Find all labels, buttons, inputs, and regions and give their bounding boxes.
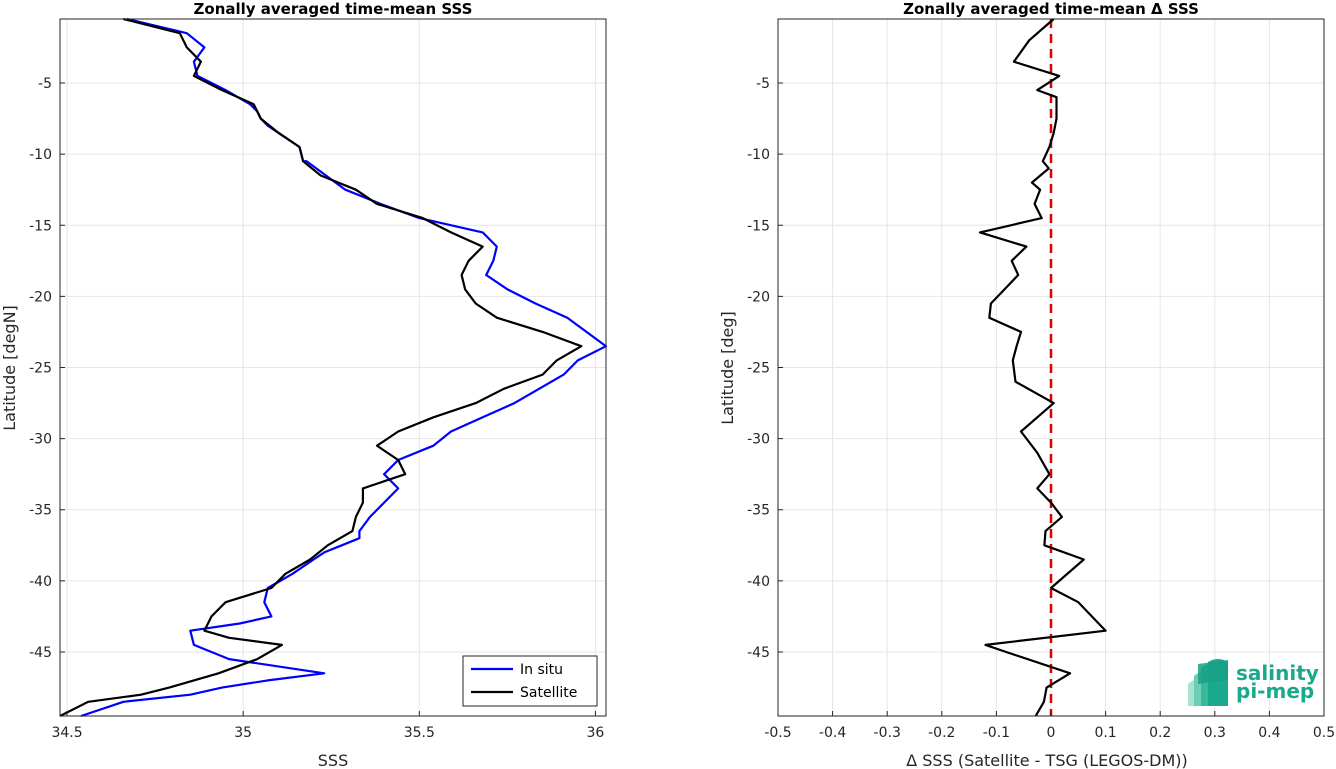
delta-sss-x-tick-label: 0.1 bbox=[1094, 725, 1116, 741]
delta-sss-x-tick-label: -0.2 bbox=[928, 725, 955, 741]
legend-in-situ-label: In situ bbox=[520, 662, 563, 678]
sss-y-tick-label: -35 bbox=[29, 503, 52, 519]
delta-sss-x-tick-label: -0.5 bbox=[764, 725, 791, 741]
delta-sss-y-axis-label: Latitude [deg] bbox=[718, 311, 737, 425]
delta-sss-y-tick-label: -30 bbox=[747, 432, 770, 448]
sss-panel: 34.5 35 35.5 36 -5-10-15-20-25-30-35-40-45 … bbox=[0, 0, 608, 769]
sss-y-tick-label: -30 bbox=[29, 432, 52, 448]
salinity-pi-mep-logo: salinity pi-mep bbox=[1188, 659, 1319, 706]
sss-y-tick-label: -20 bbox=[29, 289, 52, 305]
sss-y-tick-label: -25 bbox=[29, 361, 52, 377]
sss-legend[interactable]: In situ Satellite bbox=[462, 655, 598, 707]
delta-sss-y-tick-label: -15 bbox=[747, 218, 770, 234]
delta-sss-x-tick-label: 0.3 bbox=[1204, 725, 1226, 741]
delta-sss-x-tick-label: 0 bbox=[1047, 725, 1056, 741]
delta-sss-x-axis-label: Δ SSS (Satellite - TSG (LEGOS-DM)) bbox=[906, 751, 1188, 769]
delta-sss-chart-title: Zonally averaged time-mean Δ SSS bbox=[903, 0, 1199, 18]
sss-y-tick-label: -40 bbox=[29, 574, 52, 590]
sss-x-tick-label: 35.5 bbox=[404, 725, 435, 741]
sss-chart-title: Zonally averaged time-mean SSS bbox=[194, 0, 473, 18]
delta-sss-x-ticks: -0.5 -0.4 -0.3 -0.2 -0.1 0 0.1 0.2 0.3 0.4 0.5 bbox=[764, 711, 1335, 741]
series-line-satellite bbox=[59, 17, 583, 717]
delta-sss-series-group bbox=[978, 18, 1107, 717]
delta-sss-x-tick-label: -0.3 bbox=[874, 725, 901, 741]
sss-x-ticks: 34.5 35 35.5 36 bbox=[51, 711, 604, 741]
sss-x-axis-label: SSS bbox=[318, 751, 348, 769]
sss-x-tick-label: 34.5 bbox=[51, 725, 82, 741]
delta-sss-x-tick-label: -0.4 bbox=[819, 725, 846, 741]
logo-text-salinity: salinity bbox=[1236, 661, 1319, 685]
delta-sss-y-tick-label: -20 bbox=[747, 289, 770, 305]
delta-sss-y-ticks: -5 -10 -15 -20 -25 -30 -35 -40 -45 bbox=[747, 76, 783, 661]
delta-sss-y-tick-label: -45 bbox=[747, 645, 770, 661]
sss-grid bbox=[60, 19, 606, 716]
sss-y-tick-label: -45 bbox=[29, 645, 52, 661]
delta-sss-y-tick-label: -40 bbox=[747, 574, 770, 590]
logo-text-pi-mep: pi-mep bbox=[1236, 679, 1314, 703]
delta-sss-y-tick-label: -35 bbox=[747, 503, 770, 519]
sss-series-group bbox=[59, 17, 608, 718]
logo-wave-icon bbox=[1188, 659, 1228, 706]
sss-x-tick-label: 35 bbox=[234, 725, 252, 741]
sss-y-tick-label: -10 bbox=[29, 147, 52, 163]
sss-y-tick-label: -5 bbox=[38, 76, 52, 92]
sss-y-ticks: -5 -10 -15 -20 -25 -30 -35 -40 -45 bbox=[29, 76, 65, 661]
sss-x-tick-label: 36 bbox=[587, 725, 605, 741]
delta-sss-x-tick-label: 0.5 bbox=[1313, 725, 1335, 741]
delta-sss-panel: -0.5 -0.4 -0.3 -0.2 -0.1 0 0.1 0.2 0.3 0.4 0.5 -5-… bbox=[718, 0, 1335, 769]
sss-y-tick-label: -15 bbox=[29, 218, 52, 234]
sss-legend-box bbox=[462, 655, 598, 707]
sss-y-axis-label: Latitude [degN] bbox=[0, 305, 19, 431]
delta-sss-x-tick-label: -0.1 bbox=[983, 725, 1010, 741]
legend-satellite-label: Satellite bbox=[520, 685, 577, 701]
delta-sss-y-tick-label: -10 bbox=[747, 147, 770, 163]
delta-sss-x-tick-label: 0.4 bbox=[1258, 725, 1280, 741]
delta-sss-x-tick-label: 0.2 bbox=[1149, 725, 1171, 741]
series-line-delta-sss bbox=[978, 18, 1107, 717]
delta-sss-y-tick-label: -5 bbox=[756, 76, 770, 92]
delta-sss-y-tick-label: -25 bbox=[747, 361, 770, 377]
